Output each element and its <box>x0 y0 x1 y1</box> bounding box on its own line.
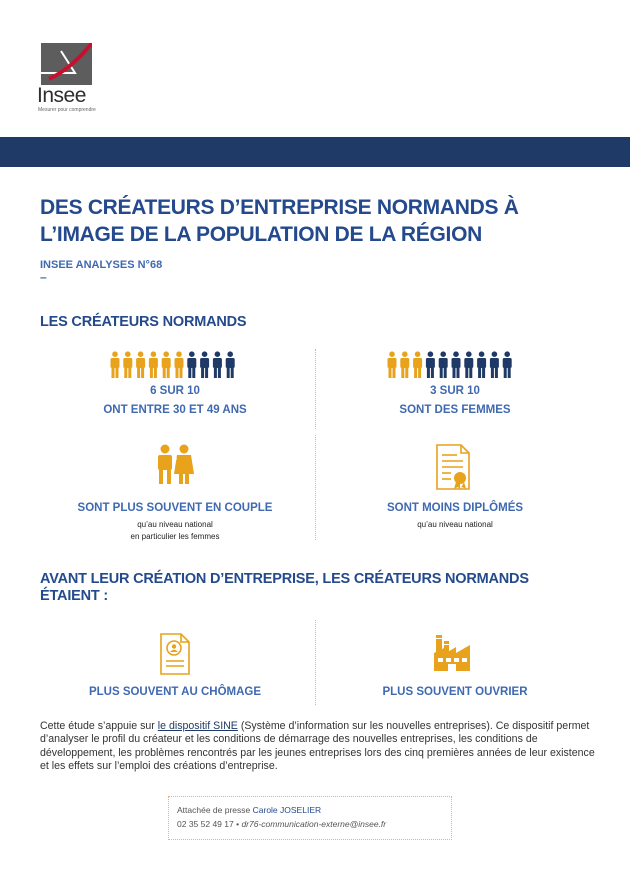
contact-line-2: 02 35 52 49 17 • dr76-communication-exte… <box>177 819 386 829</box>
divider <box>315 349 316 429</box>
contact-email[interactable]: dr76-communication-externe@insee.fr <box>241 819 387 829</box>
person-icon <box>148 351 158 378</box>
sine-link[interactable]: le dispositif SINE <box>157 720 238 732</box>
person-icon <box>400 351 410 378</box>
age-people-pictogram <box>110 351 235 378</box>
publication-reference: INSEE ANALYSES N°68 <box>40 259 163 271</box>
press-contact-box: Attachée de presse Carole JOSELIER 02 35… <box>168 796 452 840</box>
person-icon <box>200 351 210 378</box>
person-icon <box>136 351 146 378</box>
page-title: DES CRÉATEURS D’ENTREPRISE NORMANDS À L’… <box>40 196 519 246</box>
section-title-creators: LES CRÉATEURS NORMANDS <box>40 314 247 330</box>
person-icon <box>161 351 171 378</box>
worker-label: PLUS SOUVENT OUVRIER <box>382 686 528 698</box>
person-icon <box>123 351 133 378</box>
person-icon <box>174 351 184 378</box>
diploma-note-1: qu’au niveau national <box>417 520 493 529</box>
person-icon <box>110 351 120 378</box>
person-icon <box>225 351 235 378</box>
contact-line-1: Attachée de presse Carole JOSELIER <box>177 805 321 815</box>
section-title-before-creation: AVANT LEUR CRÉATION D’ENTREPRISE, LES CR… <box>40 571 529 587</box>
person-icon <box>438 351 448 378</box>
diploma-stat-label: SONT MOINS DIPLÔMÉS <box>386 502 524 514</box>
person-icon <box>464 351 474 378</box>
person-icon <box>187 351 197 378</box>
divider <box>315 620 316 705</box>
person-icon <box>451 351 461 378</box>
age-stat-label: ONT ENTRE 30 ET 49 ANS <box>103 404 247 416</box>
couple-icon <box>158 444 194 484</box>
study-text-part1: Cette étude s’appuie sur <box>40 720 158 732</box>
resume-icon <box>160 633 190 675</box>
logo-wordmark: Insee <box>37 84 86 107</box>
unemployment-label: PLUS SOUVENT AU CHÔMAGE <box>88 686 262 698</box>
logo-tagline: Mesurer pour comprendre <box>38 107 96 113</box>
women-people-pictogram <box>387 351 512 378</box>
header-band <box>0 137 630 167</box>
logo-mark-icon <box>41 43 92 81</box>
section-title-before-creation-line2: ÉTAIENT : <box>40 588 109 604</box>
insee-logo: Insee Mesurer pour comprendre <box>37 43 97 113</box>
contact-separator: • <box>233 819 242 829</box>
contact-name: Carole JOSELIER <box>252 805 322 815</box>
couple-note-1: qu’au niveau national <box>137 520 213 529</box>
person-icon <box>413 351 423 378</box>
person-icon <box>212 351 222 378</box>
contact-phone: 02 35 52 49 17 <box>177 819 234 829</box>
person-icon <box>387 351 397 378</box>
study-description: Cette étude s’appuie sur le dispositif S… <box>40 720 596 773</box>
diploma-icon <box>436 444 470 490</box>
person-icon <box>489 351 499 378</box>
contact-role: Attachée de presse <box>177 805 251 815</box>
couple-stat-label: SONT PLUS SOUVENT EN COUPLE <box>77 502 273 514</box>
divider <box>315 435 316 540</box>
logo-emblem <box>41 43 92 85</box>
title-dash: – <box>40 270 47 284</box>
person-icon <box>502 351 512 378</box>
women-stat-value: 3 SUR 10 <box>430 385 480 397</box>
age-stat-value: 6 SUR 10 <box>150 385 200 397</box>
study-text-part2: (Système d’information sur les nouvelles… <box>40 720 595 772</box>
factory-icon <box>434 635 470 671</box>
couple-note-2: en particulier les femmes <box>130 532 220 541</box>
person-icon <box>477 351 487 378</box>
women-stat-label: SONT DES FEMMES <box>399 404 511 416</box>
person-icon <box>425 351 435 378</box>
